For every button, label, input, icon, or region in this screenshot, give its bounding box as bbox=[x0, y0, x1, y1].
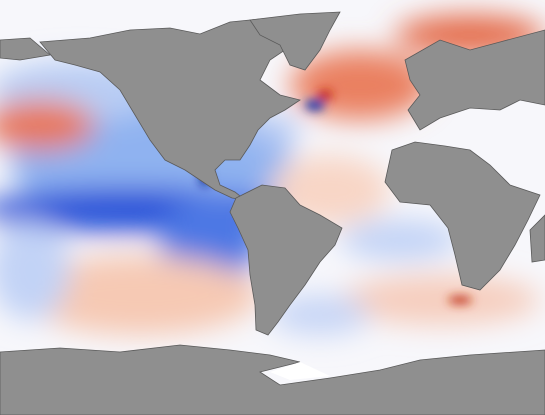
cool-anomaly bbox=[340, 220, 460, 260]
anomaly-field bbox=[0, 15, 545, 335]
ice-shelf bbox=[270, 362, 330, 380]
cool-anomaly bbox=[0, 220, 70, 320]
warm-spot bbox=[317, 90, 333, 100]
africa bbox=[384, 141, 541, 291]
land bbox=[0, 11, 545, 415]
cool-anomaly bbox=[270, 295, 370, 335]
europe-asia bbox=[404, 29, 545, 131]
warm-spot bbox=[448, 296, 472, 304]
warm-anomaly bbox=[0, 100, 95, 150]
warm-anomaly bbox=[290, 50, 430, 120]
warm-anomaly bbox=[20, 255, 260, 335]
greenland bbox=[249, 11, 341, 71]
cool-spot bbox=[305, 99, 325, 111]
madagascar-region bbox=[529, 214, 545, 263]
south-america bbox=[229, 184, 343, 336]
asia-west-edge bbox=[0, 37, 51, 61]
antarctica bbox=[0, 344, 545, 415]
warm-anomaly bbox=[340, 275, 540, 325]
